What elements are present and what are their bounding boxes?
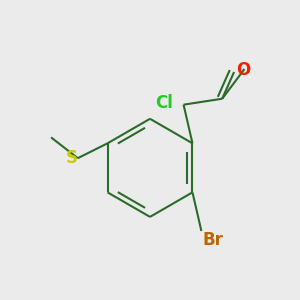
Text: O: O — [236, 61, 250, 80]
Text: Br: Br — [203, 231, 224, 249]
Text: S: S — [66, 149, 78, 167]
Text: Cl: Cl — [155, 94, 173, 112]
